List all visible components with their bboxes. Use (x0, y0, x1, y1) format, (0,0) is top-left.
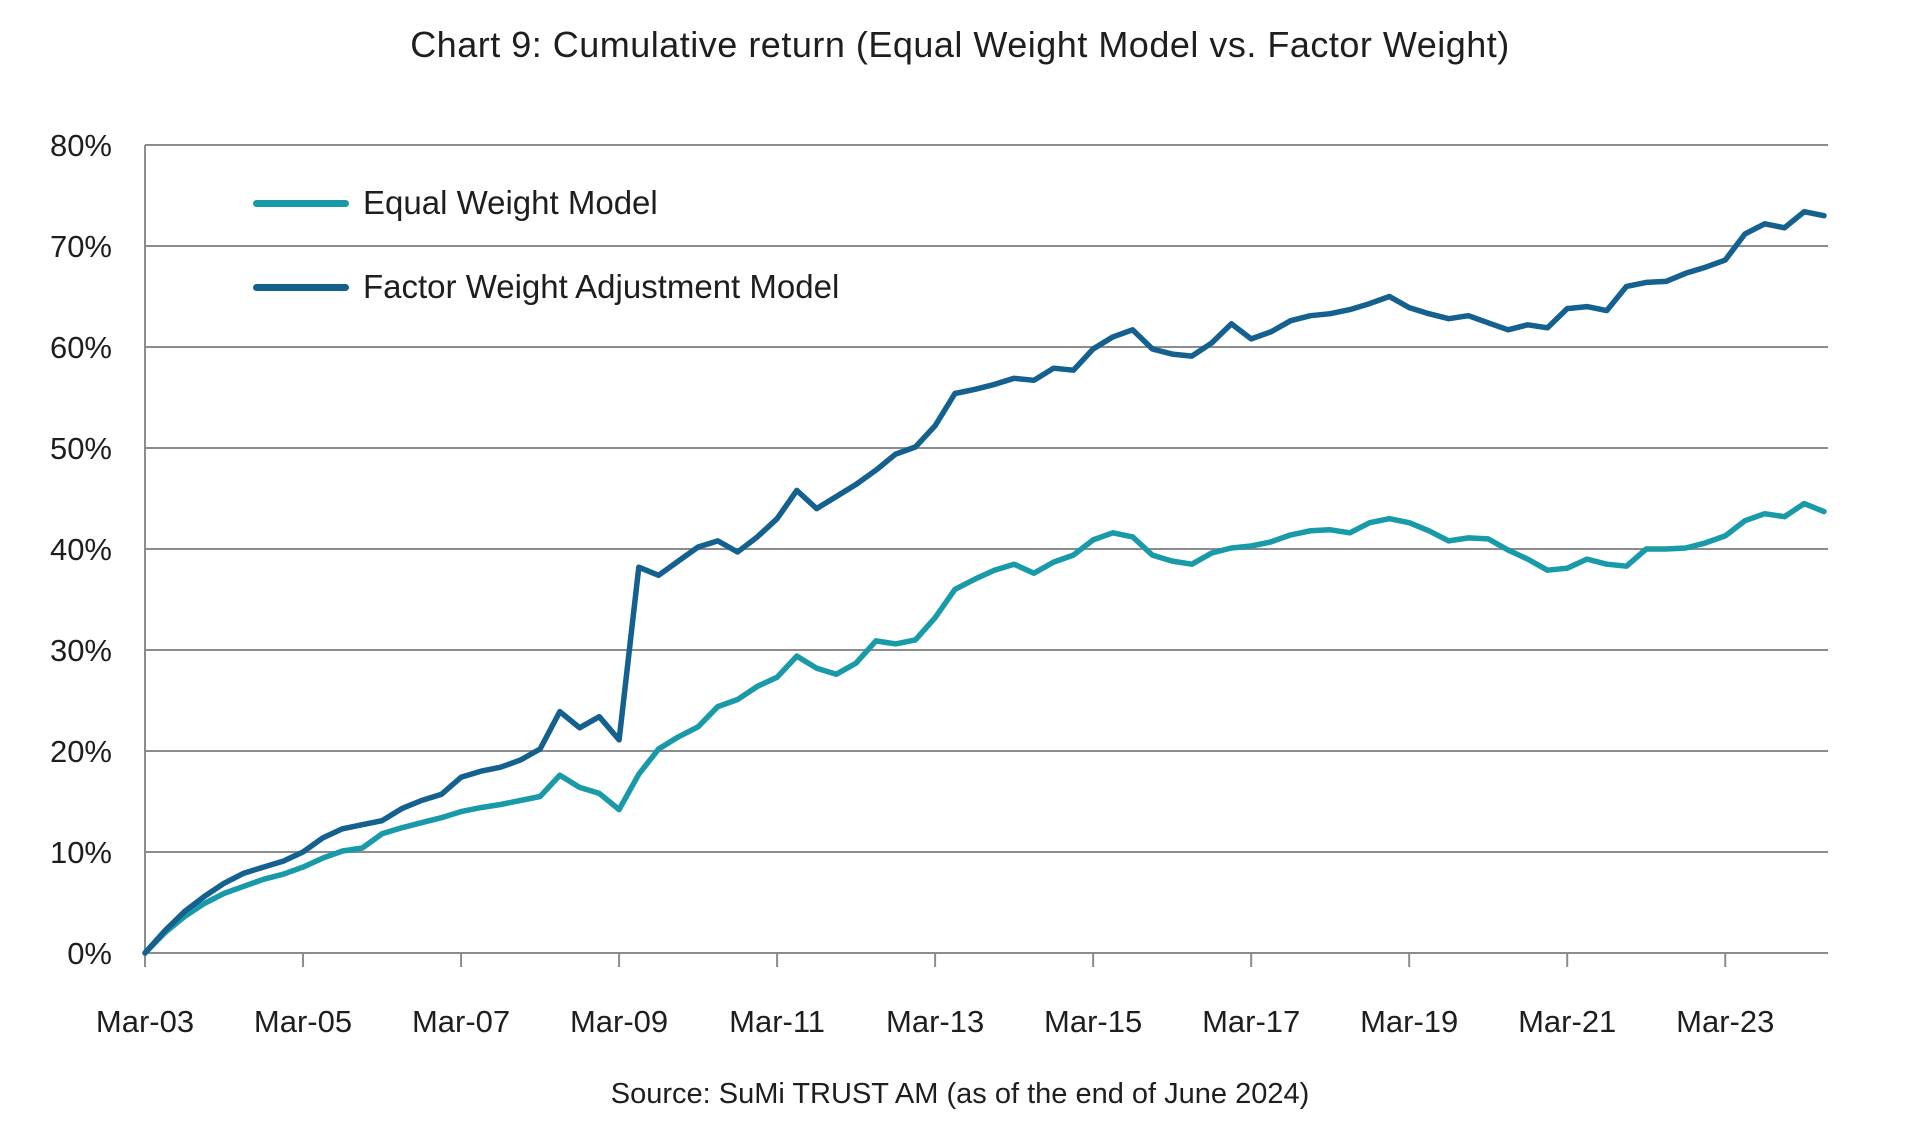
legend: Equal Weight Model Factor Weight Adjustm… (253, 178, 839, 346)
factor-weight-adjustment-model-line (142, 208, 1827, 956)
x-axis-label-Mar-17: Mar-17 (1202, 1004, 1300, 1039)
x-axis-label-Mar-03: Mar-03 (96, 1004, 194, 1039)
y-axis-label-30: 30% (50, 633, 112, 668)
legend-item-factor-weight: Factor Weight Adjustment Model (253, 262, 839, 312)
legend-label-equal-weight: Equal Weight Model (363, 184, 658, 221)
x-axis-label-Mar-07: Mar-07 (412, 1004, 510, 1039)
y-axis-label-20: 20% (50, 734, 112, 769)
x-axis-label-Mar-09: Mar-09 (570, 1004, 668, 1039)
y-axis-label-0: 0% (67, 936, 112, 971)
equal-weight-model-line (142, 500, 1827, 956)
y-axis-label-60: 60% (50, 330, 112, 365)
legend-item-equal-weight: Equal Weight Model (253, 178, 839, 228)
y-axis-label-40: 40% (50, 532, 112, 567)
source-note: Source: SuMi TRUST AM (as of the end of … (610, 1078, 1310, 1110)
x-axis-label-Mar-13: Mar-13 (886, 1004, 984, 1039)
legend-swatch-equal-weight-line (253, 199, 349, 207)
chart-title: Chart 9: Cumulative return (Equal Weight… (410, 24, 1510, 65)
y-axis-label-80: 80% (50, 128, 112, 163)
y-axis-label-10: 10% (50, 835, 112, 870)
x-axis-label-Mar-05: Mar-05 (254, 1004, 352, 1039)
y-axis-label-70: 70% (50, 229, 112, 264)
x-axis-label-Mar-23: Mar-23 (1676, 1004, 1774, 1039)
x-axis-label-Mar-15: Mar-15 (1044, 1004, 1142, 1039)
x-axis-label-Mar-21: Mar-21 (1518, 1004, 1616, 1039)
legend-swatch-factor-weight-line (253, 283, 349, 291)
x-axis-label-Mar-11: Mar-11 (729, 1004, 825, 1039)
y-axis-label-50: 50% (50, 431, 112, 466)
legend-label-factor-weight: Factor Weight Adjustment Model (363, 268, 840, 305)
x-axis-label-Mar-19: Mar-19 (1360, 1004, 1458, 1039)
